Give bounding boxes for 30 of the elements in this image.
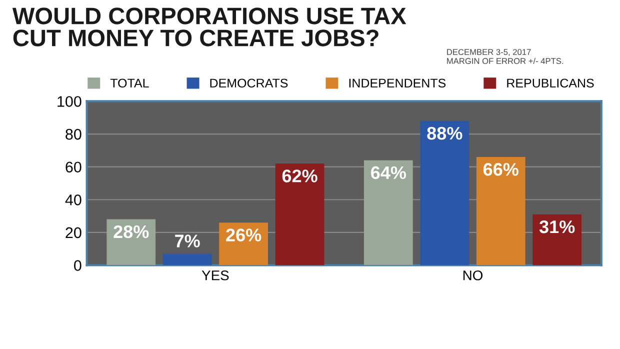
data-label: 66% [483, 163, 518, 176]
legend-label: DEMOCRATS [210, 78, 288, 88]
x-tick-label: YES [202, 270, 229, 280]
bar [476, 156, 526, 266]
legend-label: INDEPENDENTS [349, 78, 446, 88]
data-label: 26% [226, 228, 262, 242]
bar [532, 214, 582, 266]
y-tick-label: 0 [74, 260, 82, 271]
legend-label: TOTAL [110, 78, 149, 88]
data-label: 28% [114, 225, 149, 238]
y-tick-label: 80 [66, 128, 82, 140]
chart-title: WOULD CORPORATIONS USE TAX CUT MONEY TO CREATE JOBS? [12, 8, 406, 46]
y-tick-label: 20 [66, 227, 82, 238]
bar [364, 160, 413, 266]
y-tick-label: 60 [66, 162, 82, 173]
bar [219, 222, 268, 266]
text: DECEMBER 3-5, 2017 MARGIN OF ERROR +/- 4PTS. [447, 49, 564, 64]
legend-label: REPUBLICANS [507, 78, 594, 88]
data-label: 7% [175, 234, 200, 248]
data-label: 62% [282, 170, 318, 182]
bar [275, 164, 324, 266]
bar [420, 120, 470, 266]
y-tick-label: 100 [58, 96, 82, 107]
x-tick-label: NO [463, 270, 482, 280]
data-label: 88% [427, 126, 462, 140]
y-tick-label: 40 [65, 194, 82, 206]
bar [162, 254, 212, 266]
bar [106, 219, 156, 266]
data-label: 64% [371, 166, 406, 180]
data-label: 31% [539, 220, 575, 234]
